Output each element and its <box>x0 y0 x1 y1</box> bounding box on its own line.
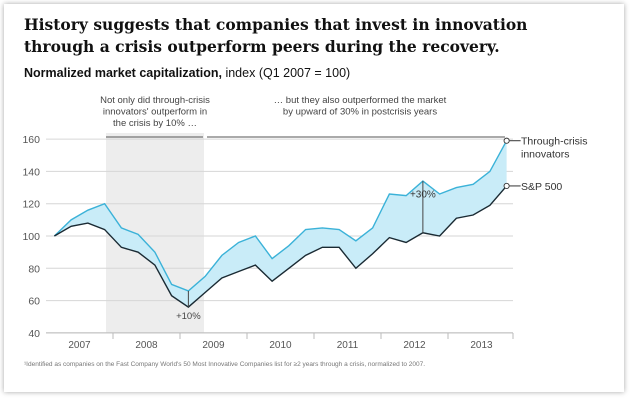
annotation-crisis-line: Not only did through-crisis <box>100 95 210 106</box>
y-tick-label: 140 <box>22 166 40 178</box>
subtitle-rest: index (Q1 2007 = 100) <box>221 66 351 80</box>
gap-label-postcrisis: +30% <box>410 190 436 201</box>
annotation-postcrisis-line: by upward of 30% in postcrisis years <box>283 107 437 118</box>
x-tick-label: 2010 <box>269 340 292 351</box>
x-tick-label: 2011 <box>337 340 359 351</box>
legend-label-innovators-1: Through-crisis <box>521 136 588 148</box>
subtitle-bold: Normalized market capitalization, <box>24 66 222 80</box>
end-marker <box>503 182 510 189</box>
y-tick-label: 120 <box>22 199 40 211</box>
annotation-postcrisis-line: … but they also outperformed the market <box>274 95 447 106</box>
y-tick-label: 160 <box>22 134 40 146</box>
chart-title: History suggests that companies that inv… <box>24 15 528 56</box>
outperformance-area <box>54 140 507 308</box>
x-tick-label: 2009 <box>202 340 225 351</box>
end-marker <box>503 137 510 144</box>
x-tick-label: 2013 <box>470 340 493 351</box>
footnote: ¹Identified as companies on the Fast Com… <box>24 361 426 368</box>
series-line-sp500 <box>54 185 508 308</box>
y-tick-label: 40 <box>28 328 40 340</box>
y-tick-label: 80 <box>28 263 40 275</box>
x-tick-label: 2008 <box>135 340 158 351</box>
annotation-crisis-line: innovators' outperform in <box>103 107 207 118</box>
legend-label-sp500: S&P 500 <box>521 181 562 193</box>
chart-subtitle: Normalized market capitalization, index … <box>24 66 350 80</box>
series-line-innovators <box>53 140 508 292</box>
legend-label-innovators-2: innovators <box>521 149 569 161</box>
y-tick-label: 100 <box>22 231 40 243</box>
annotation-crisis-line: the crisis by 10% … <box>113 118 197 129</box>
x-tick-label: 2012 <box>403 340 426 351</box>
y-tick-label: 60 <box>28 296 40 308</box>
x-tick-label: 2007 <box>68 340 91 351</box>
gap-label-crisis: +10% <box>176 311 201 322</box>
